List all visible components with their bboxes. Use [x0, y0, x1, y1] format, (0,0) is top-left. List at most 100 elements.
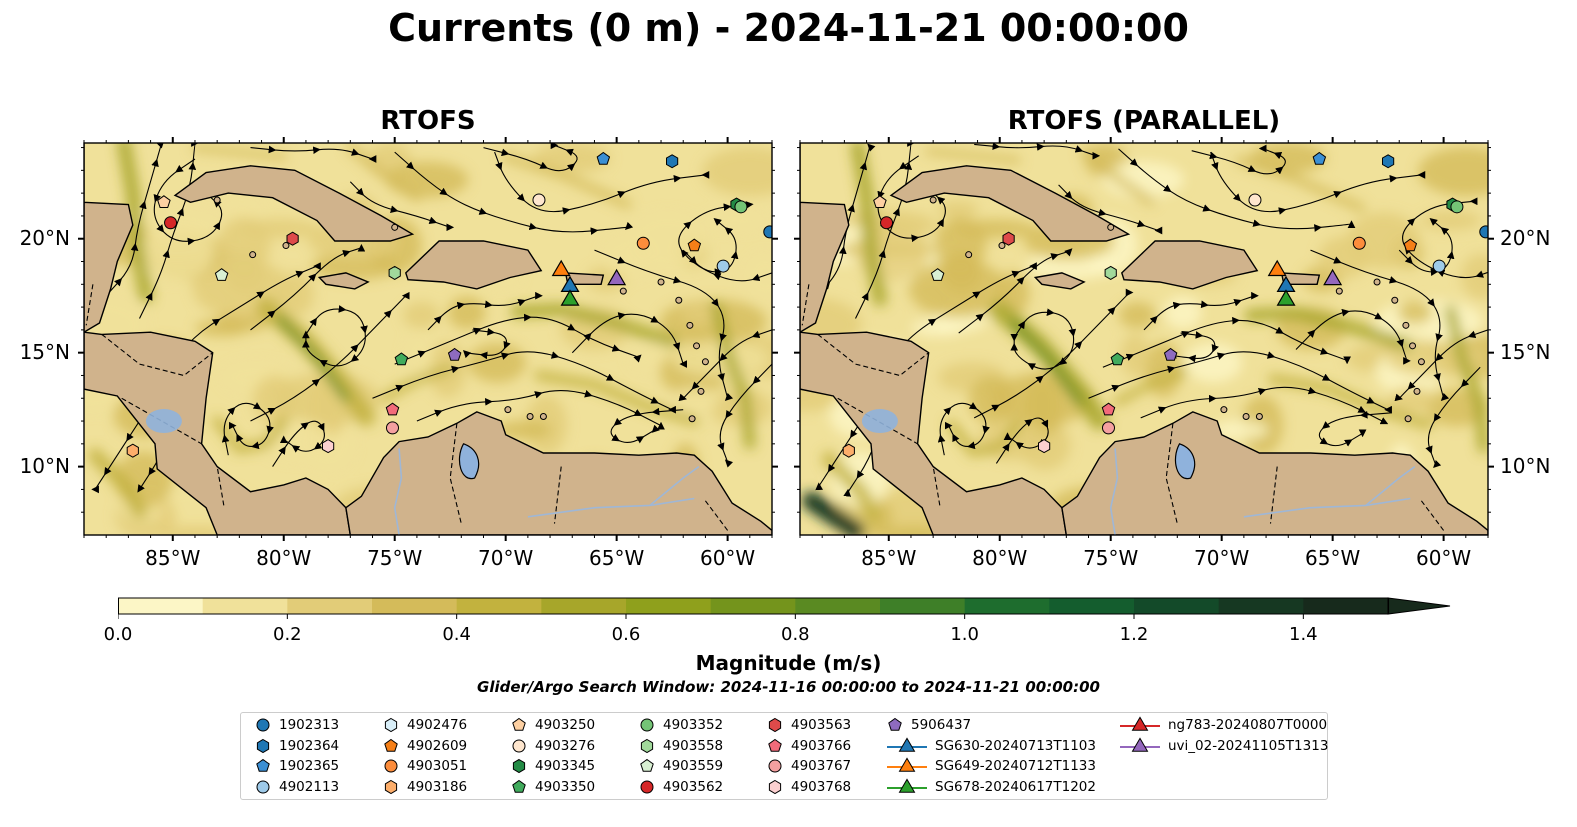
colorbar-segment	[795, 598, 881, 614]
legend-label: 4903352	[663, 717, 724, 733]
float-4903558[interactable]	[388, 265, 401, 280]
lon-tick-label: 70°W	[1194, 546, 1250, 570]
float-4903767[interactable]	[1101, 421, 1115, 435]
legend-entry: 4902609	[381, 736, 467, 756]
lon-tick-label: 80°W	[972, 546, 1028, 570]
float-4902113[interactable]	[716, 259, 730, 273]
search-window-note: Glider/Argo Search Window: 2024-11-16 00…	[477, 678, 1100, 696]
legend-entry: 4903186	[381, 777, 467, 797]
colorbar-segment	[456, 598, 542, 614]
float-4903276[interactable]	[532, 193, 546, 207]
float-legend-marker	[768, 738, 782, 752]
colorbar-tick-label: 0.2	[273, 624, 302, 645]
legend-label: 4903350	[535, 778, 596, 795]
legend-entry: 4903352	[637, 715, 723, 735]
legend-entry: 1902364	[253, 736, 339, 756]
lat-tick-label: 20°N	[1500, 225, 1551, 250]
float-1902364[interactable]	[666, 154, 679, 169]
float-legend-marker	[256, 738, 270, 753]
glider-legend-marker	[1120, 716, 1160, 731]
colorbar-segment	[202, 598, 288, 614]
lat-tick-label: 15°N	[1500, 339, 1551, 364]
float-4903563[interactable]	[1002, 231, 1015, 246]
lon-tick-label: 80°W	[256, 546, 312, 570]
legend-entry: 4903766	[765, 736, 851, 756]
map-panel-rtofs[interactable]	[84, 143, 772, 535]
legend-label: 4903276	[535, 737, 596, 754]
lon-tick-label: 65°W	[1305, 546, 1361, 570]
colorbar-label: Magnitude (m/s)	[695, 651, 882, 675]
float-4903768[interactable]	[322, 439, 335, 454]
float-1902364[interactable]	[1382, 154, 1395, 169]
legend-entry: 4903562	[637, 777, 723, 797]
float-legend-marker	[640, 718, 654, 732]
legend-entry: 4903250	[509, 715, 595, 735]
legend-label: 1902313	[279, 717, 340, 733]
float-legend-marker	[768, 717, 782, 733]
legend-label: 4903051	[407, 758, 468, 774]
legend-entry: 4902113	[253, 777, 339, 797]
float-4903768[interactable]	[1038, 439, 1051, 454]
colorbar-tick-label: 1.2	[1119, 624, 1149, 645]
float-4903352[interactable]	[1450, 200, 1464, 214]
legend-label: 4903767	[791, 758, 852, 774]
lon-tick-label: 85°W	[861, 546, 917, 570]
map-canvas	[84, 143, 772, 535]
float-1902313[interactable]	[763, 225, 772, 239]
float-1902313[interactable]	[1479, 225, 1488, 239]
legend-entry: 4903559	[637, 756, 723, 776]
float-4903352[interactable]	[734, 200, 748, 214]
legend-entry: 4903768	[765, 777, 851, 797]
map-panel-rtofs-parallel[interactable]	[800, 143, 1488, 535]
lon-tick-label: 85°W	[145, 546, 201, 570]
float-4903186[interactable]	[842, 443, 855, 458]
colorbar-segment	[880, 598, 966, 614]
float-4903276[interactable]	[1248, 193, 1262, 207]
legend-entry: 5906437	[885, 715, 971, 735]
float-4903563[interactable]	[286, 231, 299, 246]
float-legend-marker	[640, 738, 654, 753]
legend-label: 4903768	[791, 778, 852, 795]
figure-title: Currents (0 m) - 2024-11-21 00:00:00	[388, 6, 1189, 50]
lake-nicaragua	[861, 409, 898, 434]
float-legend-marker	[640, 780, 654, 793]
float-legend-marker	[256, 718, 270, 732]
colorbar-segment	[1134, 598, 1220, 614]
colorbar-segment	[626, 598, 712, 614]
legend-label: 4903766	[791, 737, 852, 754]
float-legend-marker	[768, 779, 782, 794]
colorbar-tick-label: 0.0	[103, 624, 133, 645]
legend-entry: 1902313	[253, 715, 339, 735]
colorbar-segment	[1049, 598, 1135, 614]
colorbar-segment	[710, 598, 796, 614]
float-4903562[interactable]	[880, 216, 894, 230]
legend-label: 5906437	[911, 717, 972, 733]
float-4903562[interactable]	[164, 216, 178, 230]
float-4902113[interactable]	[1432, 259, 1446, 273]
colorbar-segment	[118, 598, 204, 614]
colorbar-extend-arrow	[1387, 597, 1451, 615]
legend-entry: 4903276	[509, 736, 595, 756]
float-legend-marker	[512, 717, 526, 731]
legend-entry: SG630-20240713T1103	[885, 736, 1096, 756]
float-legend-marker	[384, 759, 398, 773]
lon-tick-label: 70°W	[478, 546, 534, 570]
float-4903051[interactable]	[1352, 236, 1366, 250]
legend-label: 4903186	[407, 778, 468, 795]
lon-tick-label: 65°W	[589, 546, 645, 570]
colorbar-segment	[1303, 598, 1389, 614]
float-4903051[interactable]	[636, 236, 650, 250]
legend-entry: ng783-20240807T0000	[1118, 715, 1327, 735]
float-legend-marker	[384, 717, 398, 733]
glider-legend-marker	[1120, 736, 1160, 752]
legend-label: 4903563	[791, 717, 852, 733]
colorbar-segment	[287, 598, 373, 614]
legend-label: 4903562	[663, 778, 724, 795]
colorbar-tick-label: 0.8	[781, 624, 810, 645]
legend-label: 4902113	[279, 778, 340, 795]
legend-entry: 4903558	[637, 736, 723, 756]
float-4903186[interactable]	[126, 443, 139, 458]
float-4903767[interactable]	[385, 421, 399, 435]
float-4903558[interactable]	[1104, 265, 1117, 280]
float-legend-marker	[256, 758, 270, 772]
